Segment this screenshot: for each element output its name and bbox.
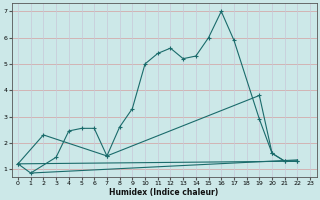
- X-axis label: Humidex (Indice chaleur): Humidex (Indice chaleur): [109, 188, 219, 197]
